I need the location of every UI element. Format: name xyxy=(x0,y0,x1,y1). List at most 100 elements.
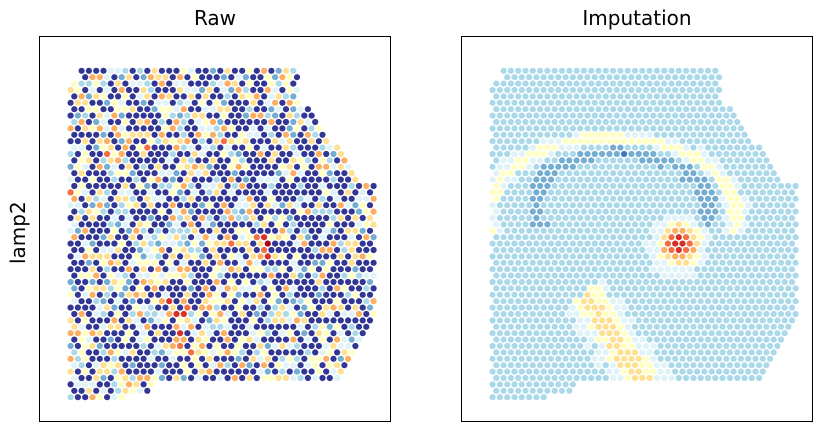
raw-spot xyxy=(96,381,103,388)
imputation-spot xyxy=(675,208,682,215)
raw-spot xyxy=(155,125,162,132)
imputation-spot xyxy=(606,330,613,337)
imputation-spot xyxy=(737,291,744,298)
imputation-spot xyxy=(785,182,792,190)
raw-spot xyxy=(78,93,85,100)
imputation-spot xyxy=(566,182,573,190)
raw-spot xyxy=(89,99,96,106)
raw-spot xyxy=(93,106,100,113)
imputation-spot xyxy=(631,221,639,228)
raw-spot xyxy=(202,67,209,74)
imputation-spot xyxy=(507,67,514,74)
imputation-spot xyxy=(767,176,774,183)
imputation-spot xyxy=(507,195,514,202)
imputation-spot xyxy=(526,342,533,350)
raw-spot xyxy=(140,291,147,298)
raw-spot xyxy=(199,150,206,158)
imputation-spot xyxy=(624,170,631,177)
imputation-spot xyxy=(533,330,540,337)
raw-spot xyxy=(301,189,308,196)
imputation-spot xyxy=(577,253,584,260)
raw-spot xyxy=(67,381,74,388)
raw-spot xyxy=(122,362,129,369)
raw-spot xyxy=(180,323,187,330)
raw-spot xyxy=(96,355,103,362)
imputation-spot xyxy=(657,163,664,170)
imputation-spot xyxy=(504,150,511,158)
imputation-spot xyxy=(617,208,624,215)
imputation-spot xyxy=(683,298,690,305)
imputation-spot xyxy=(588,374,595,382)
raw-spot xyxy=(136,118,144,126)
imputation-spot xyxy=(540,163,547,170)
imputation-spot xyxy=(704,157,712,164)
imputation-spot xyxy=(496,317,503,324)
imputation-spot xyxy=(493,387,500,394)
raw-spot xyxy=(345,355,352,362)
raw-spot xyxy=(129,170,136,177)
imputation-spot xyxy=(518,86,525,94)
imputation-spot xyxy=(697,362,704,369)
imputation-spot xyxy=(511,189,518,196)
imputation-spot xyxy=(639,195,646,202)
raw-spot xyxy=(125,240,133,247)
raw-spot xyxy=(228,125,235,132)
raw-spot xyxy=(206,202,213,209)
raw-spot xyxy=(74,150,81,158)
imputation-spot xyxy=(584,86,591,94)
imputation-spot xyxy=(606,342,613,350)
raw-spot xyxy=(100,106,107,113)
raw-spot xyxy=(115,106,122,113)
raw-spot xyxy=(89,214,96,222)
raw-spot xyxy=(272,342,279,350)
imputation-spot xyxy=(767,240,774,247)
raw-spot xyxy=(297,195,304,202)
imputation-spot xyxy=(785,221,792,228)
imputation-spot xyxy=(580,285,587,292)
imputation-spot xyxy=(628,342,635,350)
imputation-spot xyxy=(551,182,558,190)
imputation-spot xyxy=(566,374,573,382)
raw-spot xyxy=(118,74,125,81)
raw-spot xyxy=(122,170,129,177)
imputation-spot xyxy=(756,234,763,241)
raw-spot xyxy=(308,138,315,145)
raw-spot xyxy=(337,355,344,362)
raw-spot xyxy=(224,195,231,202)
imputation-spot xyxy=(661,362,668,369)
raw-spot xyxy=(235,74,242,81)
imputation-spot xyxy=(624,285,631,292)
raw-spot xyxy=(169,227,176,234)
imputation-spot xyxy=(694,342,701,350)
imputation-spot xyxy=(573,336,580,343)
raw-spot xyxy=(228,330,235,337)
raw-spot xyxy=(239,195,246,202)
raw-spot xyxy=(209,272,217,279)
imputation-spot xyxy=(507,234,514,241)
raw-spot xyxy=(217,118,224,126)
raw-spot xyxy=(115,221,122,228)
imputation-spot xyxy=(752,342,759,350)
raw-spot xyxy=(202,336,209,343)
imputation-spot xyxy=(679,368,686,375)
imputation-spot xyxy=(672,150,679,158)
raw-spot xyxy=(151,362,158,369)
imputation-spot xyxy=(522,144,529,151)
raw-spot xyxy=(363,259,370,266)
imputation-spot xyxy=(547,291,555,298)
raw-spot xyxy=(290,336,297,343)
raw-spot xyxy=(115,298,122,305)
raw-spot xyxy=(155,214,162,222)
imputation-spot xyxy=(610,131,617,138)
raw-spot xyxy=(133,202,140,209)
imputation-spot xyxy=(737,125,744,132)
imputation-spot xyxy=(533,304,540,311)
raw-spot xyxy=(261,144,268,151)
imputation-spot xyxy=(515,285,522,292)
raw-spot xyxy=(85,246,92,254)
raw-spot xyxy=(140,138,147,145)
raw-spot xyxy=(104,176,111,183)
raw-spot xyxy=(96,227,103,234)
raw-spot xyxy=(93,310,100,318)
raw-spot xyxy=(78,80,85,87)
